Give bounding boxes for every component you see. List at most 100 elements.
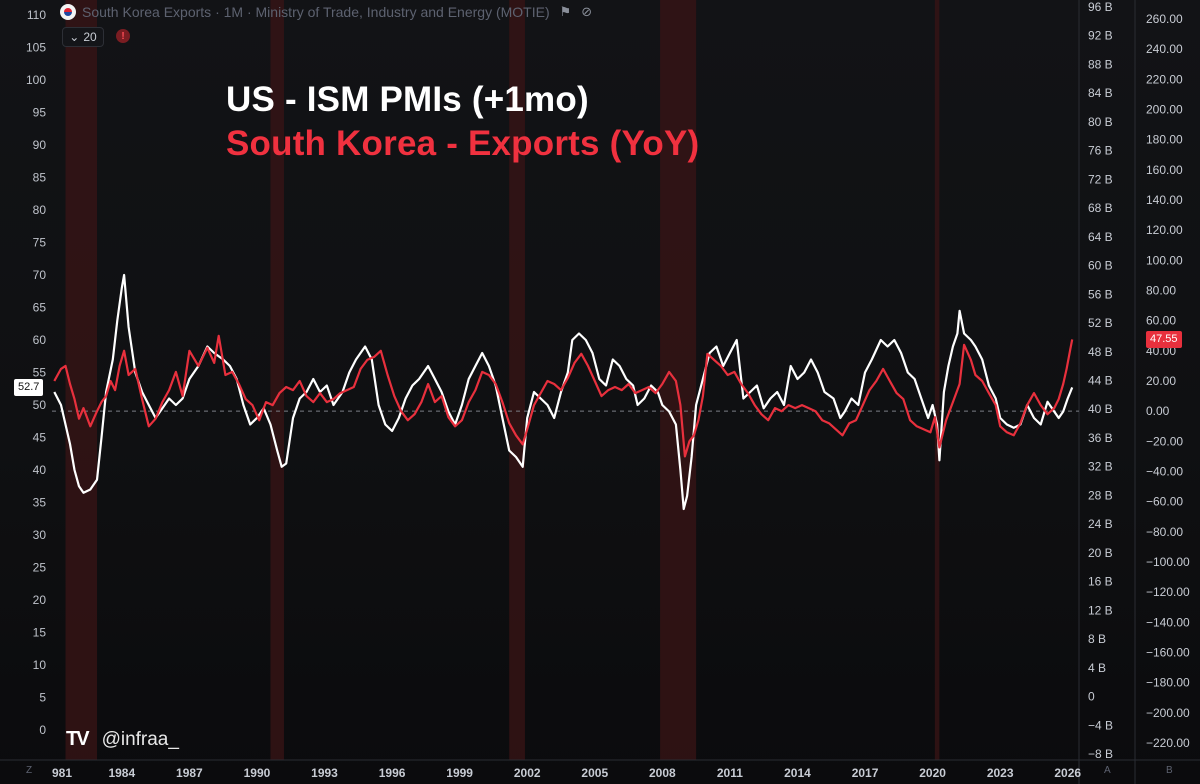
- pmi-last-value-badge: 52.7: [14, 379, 44, 396]
- pmi-series-line: [53, 273, 1074, 511]
- right-tick-label: −140.00: [1146, 615, 1190, 629]
- mid-tick-label: 76 B: [1088, 144, 1113, 158]
- zoom-toggle-button[interactable]: Z: [26, 765, 33, 776]
- chevron-down-icon: ⌄: [69, 30, 80, 44]
- mid-tick-label: 48 B: [1088, 345, 1113, 359]
- x-tick-label: 2005: [581, 766, 608, 780]
- left-tick-label: 90: [33, 138, 47, 152]
- left-tick-label: 10: [33, 658, 47, 672]
- mid-tick-label: 72 B: [1088, 172, 1113, 186]
- right-tick-label: 140.00: [1146, 193, 1183, 207]
- mid-tick-label: −8 B: [1088, 747, 1113, 761]
- mid-tick-label: 88 B: [1088, 57, 1113, 71]
- mid-tick-label: 56 B: [1088, 287, 1113, 301]
- author-handle: @infraa_: [101, 728, 179, 750]
- left-tick-label: 20: [33, 593, 47, 607]
- indicator-count: 20: [83, 30, 97, 44]
- x-tick-label: 2026: [1054, 766, 1081, 780]
- left-tick-label: 65: [33, 301, 47, 315]
- watermark: TV @infraa_: [66, 728, 179, 751]
- mid-tick-label: −4 B: [1088, 718, 1113, 732]
- right-tick-label: −60.00: [1146, 495, 1183, 509]
- right-tick-label: −40.00: [1146, 465, 1183, 479]
- middle-axis: 96 B 92 B 88 B 84 B 80 B 76 B 72 B 68 B 64 B 60 B…: [1088, 0, 1113, 761]
- legend-row[interactable]: South Korea Exports · 1M · Ministry of T…: [60, 2, 592, 22]
- mid-tick-label: 52 B: [1088, 316, 1113, 330]
- right-tick-label: −80.00: [1146, 525, 1183, 539]
- flag-icon[interactable]: ⚑: [559, 4, 572, 19]
- x-tick-label: 2008: [649, 766, 676, 780]
- left-tick-label: 55: [33, 366, 47, 380]
- mid-tick-label: 28 B: [1088, 488, 1113, 502]
- right-tick-label: 260.00: [1146, 12, 1183, 26]
- right-tick-label: 100.00: [1146, 253, 1183, 267]
- x-axis: 981 1984 1987 1990 1993 1996 1999 2002 2005 2008 2…: [52, 766, 1081, 780]
- right-tick-label: 180.00: [1146, 133, 1183, 147]
- mid-tick-label: 68 B: [1088, 201, 1113, 215]
- left-tick-label: 40: [33, 463, 47, 477]
- tradingview-logo-icon: TV: [66, 728, 90, 750]
- left-axis: 1101051009590858075706560555045403530252…: [26, 8, 46, 737]
- left-tick-label: 110: [27, 8, 46, 22]
- right-tick-label: −220.00: [1146, 736, 1190, 750]
- x-tick-label: 981: [52, 766, 72, 780]
- right-tick-label: 20.00: [1146, 374, 1176, 388]
- right-tick-label: 200.00: [1146, 103, 1183, 117]
- right-tick-label: −180.00: [1146, 676, 1190, 690]
- left-tick-label: 85: [33, 171, 47, 185]
- x-tick-label: 1987: [176, 766, 203, 780]
- right-tick-label: 0.00: [1146, 404, 1170, 418]
- collapse-indicators-button[interactable]: ⌄ 20: [62, 27, 104, 47]
- right-tick-label: 220.00: [1146, 72, 1183, 86]
- left-tick-label: 35: [33, 496, 47, 510]
- warning-icon[interactable]: !: [116, 29, 130, 43]
- series-name: South Korea Exports · 1M · Ministry of T…: [82, 4, 550, 20]
- x-tick-label: 2023: [987, 766, 1014, 780]
- x-tick-label: 1999: [446, 766, 473, 780]
- right-tick-label: −200.00: [1146, 706, 1190, 720]
- right-tick-label: −160.00: [1146, 646, 1190, 660]
- left-tick-label: 5: [39, 691, 46, 705]
- mid-tick-label: 96 B: [1088, 0, 1113, 14]
- x-tick-label: 1984: [108, 766, 135, 780]
- mid-tick-label: 44 B: [1088, 374, 1113, 388]
- mid-tick-label: 8 B: [1088, 632, 1106, 646]
- exports-last-value-badge: 47.55: [1146, 331, 1182, 348]
- mid-tick-label: 16 B: [1088, 575, 1113, 589]
- left-tick-label: 25: [33, 561, 47, 575]
- x-tick-label: 1993: [311, 766, 338, 780]
- x-tick-label: 2017: [852, 766, 879, 780]
- left-tick-label: 75: [33, 236, 47, 250]
- mid-tick-label: 24 B: [1088, 517, 1113, 531]
- left-tick-label: 60: [33, 333, 47, 347]
- mid-tick-label: 60 B: [1088, 259, 1113, 273]
- left-tick-label: 105: [26, 41, 46, 55]
- mid-tick-label: 92 B: [1088, 29, 1113, 43]
- left-tick-label: 50: [33, 398, 47, 412]
- scale-mode-button[interactable]: B: [1166, 765, 1173, 776]
- right-tick-label: −120.00: [1146, 585, 1190, 599]
- south-korea-flag-icon: [60, 4, 76, 20]
- right-tick-label: 160.00: [1146, 163, 1183, 177]
- mid-tick-label: 84 B: [1088, 86, 1113, 100]
- auto-scale-button[interactable]: A: [1104, 765, 1111, 776]
- right-tick-label: 60.00: [1146, 314, 1176, 328]
- right-tick-label: 80.00: [1146, 284, 1176, 298]
- left-tick-label: 45: [33, 431, 47, 445]
- x-tick-label: 1990: [244, 766, 271, 780]
- x-tick-label: 2002: [514, 766, 541, 780]
- right-tick-label: −100.00: [1146, 555, 1190, 569]
- left-tick-label: 80: [33, 203, 47, 217]
- mid-tick-label: 12 B: [1088, 603, 1113, 617]
- left-tick-label: 95: [33, 106, 47, 120]
- mid-tick-label: 20 B: [1088, 546, 1113, 560]
- right-tick-label: −20.00: [1146, 434, 1183, 448]
- mid-tick-label: 40 B: [1088, 402, 1113, 416]
- mid-tick-label: 4 B: [1088, 661, 1106, 675]
- x-tick-label: 2020: [919, 766, 946, 780]
- hide-eye-icon[interactable]: ⊘: [581, 4, 593, 19]
- recession-band-1: [270, 0, 284, 760]
- mid-tick-label: 32 B: [1088, 460, 1113, 474]
